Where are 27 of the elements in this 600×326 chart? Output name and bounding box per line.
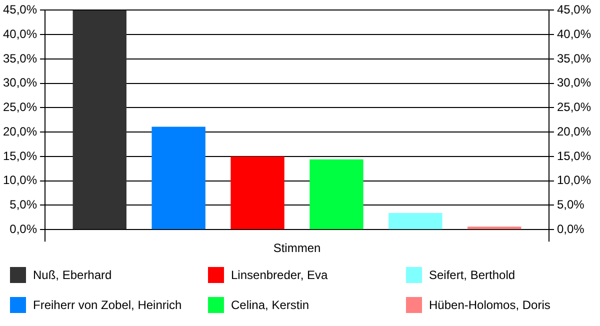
y-tick-label: 0,0% [10, 222, 38, 236]
text: 45,0% [556, 2, 592, 17]
text: 5,0% [556, 198, 584, 212]
y-tick-label: 20,0% [2, 124, 38, 138]
legend-label: Celina, Kerstin [231, 298, 310, 312]
text: 20,0% [556, 124, 592, 138]
x-tick-label: Stimmen [273, 241, 321, 256]
text: 30,0% [556, 76, 592, 90]
y-tick-label: 5,0% [10, 198, 38, 212]
text: 10,0% [556, 173, 592, 188]
legend-label: Linsenbreder, Eva [231, 268, 328, 282]
y-tick-label: 25,0% [2, 100, 38, 114]
y-tick-label: 35,0% [2, 51, 38, 66]
text: 40,0% [556, 26, 592, 41]
y-tick-label: 40,0% [2, 26, 38, 41]
text: 35,0% [556, 51, 592, 66]
text: 15,0% [556, 148, 592, 163]
legend-label: Hüben-Holomos, Doris [429, 298, 550, 312]
legend-label: Nuß, Eberhard [33, 268, 112, 282]
legend-label: Seifert, Berthold [429, 268, 516, 282]
text: 0,0% [556, 222, 584, 236]
y-tick-label: 15,0% [2, 148, 38, 163]
y-tick-label: 45,0% [2, 2, 38, 17]
y-tick-label: 30,0% [2, 76, 38, 90]
text: 25,0% [556, 100, 592, 114]
legend-label: Freiherr von Zobel, Heinrich [33, 298, 182, 312]
y-tick-label: 10,0% [2, 173, 38, 188]
